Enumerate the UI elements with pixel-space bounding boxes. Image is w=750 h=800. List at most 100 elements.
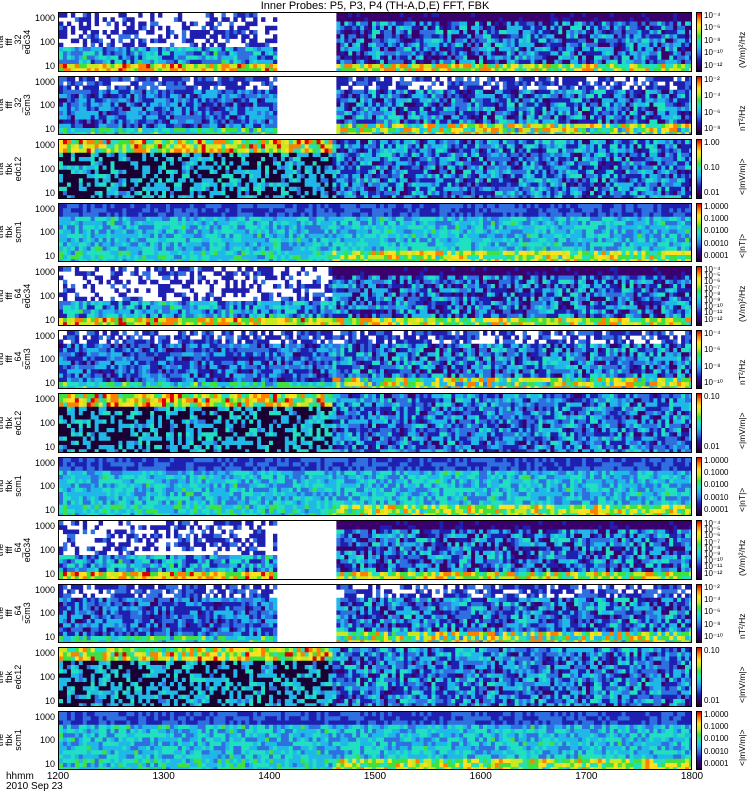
spectrogram-cell — [368, 25, 373, 31]
spectrogram-cell — [284, 178, 290, 183]
spectrogram-cell — [455, 102, 460, 107]
spectrogram-cell — [348, 131, 353, 135]
spectrogram-cell — [629, 25, 634, 31]
spectrogram-cell — [70, 148, 76, 154]
spectrogram-cell — [62, 174, 68, 179]
spectrogram-cell — [395, 47, 401, 52]
spectrogram-cell — [641, 64, 646, 69]
spectrogram-cell — [213, 152, 218, 158]
spectrogram-cell — [173, 169, 179, 175]
spectrogram-cell — [498, 51, 504, 56]
spectrogram-cell — [395, 42, 401, 48]
spectrogram-cell — [475, 102, 480, 107]
spectrogram-cell — [70, 30, 76, 35]
spectrogram-cell — [566, 102, 571, 107]
spectrogram-cell — [522, 30, 527, 35]
spectrogram-cell — [689, 102, 691, 107]
spectrogram-cell — [574, 34, 579, 39]
spectrogram-cell — [546, 17, 551, 22]
spectrogram-cell — [372, 131, 377, 135]
spectrogram-cell — [387, 191, 393, 196]
spectrogram-cell — [605, 102, 611, 107]
spectrogram-cell — [221, 148, 226, 154]
spectrogram-cell — [419, 110, 424, 116]
spectrogram-cell — [419, 97, 424, 103]
spectrogram-cell — [344, 102, 349, 107]
spectrogram-cell — [86, 97, 92, 103]
spectrogram-cell — [665, 47, 670, 52]
spectrogram-cell — [138, 25, 143, 31]
spectrogram-cell — [530, 93, 535, 99]
spectrogram-cell — [70, 191, 76, 196]
spectrogram-cell — [665, 123, 670, 128]
spectrogram-cell — [379, 68, 385, 71]
spectrogram-cell — [562, 25, 567, 31]
spectrogram-cell — [233, 97, 238, 103]
spectrogram-cell — [387, 51, 393, 56]
spectrogram-cell — [328, 161, 333, 166]
spectrogram-cell — [593, 51, 599, 56]
spectrogram-cell — [165, 161, 171, 166]
spectrogram-cell — [241, 191, 246, 196]
spectrogram-cell — [360, 165, 365, 171]
spectrogram-cell — [217, 123, 222, 128]
spectrogram-cell — [82, 42, 88, 48]
spectrogram-cell — [249, 174, 254, 179]
spectrogram-cell — [482, 110, 488, 116]
spectrogram-cell — [562, 13, 567, 18]
spectrogram-cell — [181, 191, 187, 196]
spectrogram-cell — [383, 144, 389, 149]
spectrogram-cell — [522, 80, 527, 86]
spectrogram-cell — [126, 106, 131, 111]
spectrogram-cell — [399, 21, 405, 27]
spectrogram-cell — [245, 76, 250, 82]
spectrogram-cell — [395, 13, 401, 18]
spectrogram-cell — [506, 93, 512, 99]
spectrogram-cell — [336, 55, 341, 61]
spectrogram-cell — [546, 25, 551, 31]
spectrogram-cell — [74, 85, 80, 90]
spectrogram-cell — [201, 34, 207, 39]
spectrogram-cell — [685, 64, 690, 69]
spectrogram-cell — [340, 93, 345, 99]
spectrogram-cell — [185, 131, 191, 135]
spectrogram-cell — [336, 85, 341, 90]
spectrogram-cell — [336, 119, 341, 124]
spectrogram-cell — [372, 195, 377, 198]
spectrogram-cell — [189, 93, 195, 99]
spectrogram-cell — [542, 93, 547, 99]
spectrogram-cell — [439, 97, 444, 103]
spectrogram-cell — [205, 38, 210, 44]
spectrogram-cell — [257, 47, 262, 52]
spectrogram-cell — [138, 110, 143, 116]
spectrogram-cell — [253, 64, 258, 69]
spectrogram-cell — [685, 76, 690, 82]
spectrogram-cell — [439, 68, 444, 71]
spectrogram-cell — [459, 51, 464, 56]
spectrogram-cell — [82, 97, 88, 103]
spectrogram-cell — [542, 127, 547, 133]
spectrogram-cell — [403, 178, 409, 183]
spectrogram-cell — [300, 182, 306, 188]
spectrogram-cell — [443, 59, 448, 65]
spectrogram-cell — [62, 195, 68, 198]
spectrogram-cell — [150, 110, 155, 116]
spectrogram-cell — [59, 110, 64, 116]
spectrogram-cell — [486, 110, 492, 116]
spectrogram-cell — [475, 30, 480, 35]
spectrogram-cell — [217, 64, 222, 69]
spectrogram-cell — [613, 89, 619, 94]
spectrogram-cell — [304, 169, 310, 175]
spectrogram-cell — [201, 195, 207, 198]
spectrogram-cell — [459, 64, 464, 69]
spectrogram-cell — [245, 191, 250, 196]
spectrogram-cell — [130, 131, 135, 135]
spectrogram-cell — [443, 38, 448, 44]
spectrogram-cell — [364, 102, 369, 107]
spectrogram-cell — [387, 93, 393, 99]
spectrogram-cell — [213, 47, 218, 52]
spectrogram-cell — [66, 195, 72, 198]
spectrogram-cell — [261, 123, 266, 128]
spectrogram-cell — [566, 131, 571, 135]
spectrogram-cell — [368, 169, 373, 175]
